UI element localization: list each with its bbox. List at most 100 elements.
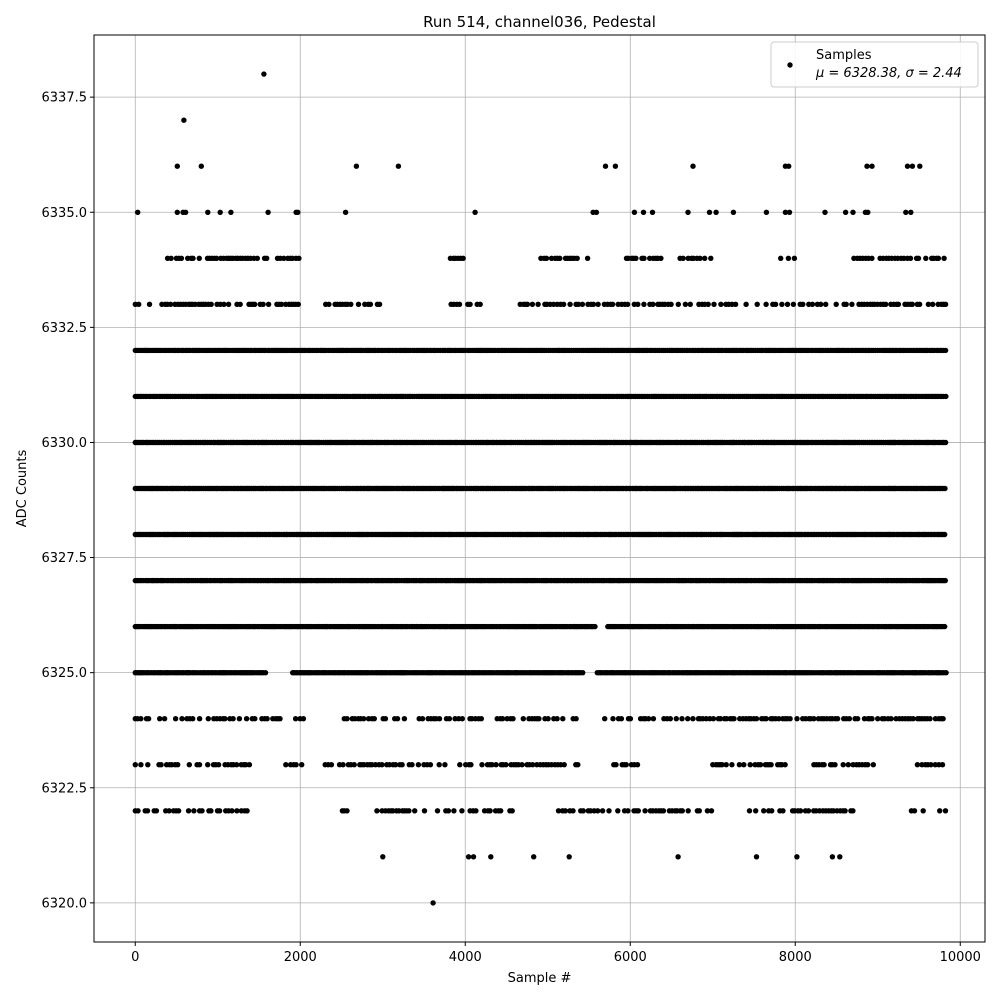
data-point [166,808,172,814]
data-point [470,854,477,860]
data-point [797,808,804,814]
data-point [196,255,202,261]
y-tick-label: 6327.5 [42,551,88,566]
data-point [168,255,174,261]
data-point [935,255,942,261]
data-point [845,762,851,768]
data-point [849,301,855,307]
data-point [229,808,235,814]
data-point [135,808,141,814]
x-tick-label: 2000 [284,950,317,965]
data-point [489,762,495,768]
data-point [351,762,357,768]
data-point [719,762,725,768]
data-point [344,808,350,814]
data-point [829,854,836,860]
data-point [487,808,493,814]
data-point [612,163,619,169]
data-point [252,716,258,722]
data-point [690,163,696,169]
data-point [524,301,531,307]
data-point [221,301,227,307]
data-point [785,255,792,261]
data-point [800,301,806,307]
x-axis-label: Sample # [508,971,572,986]
data-point [769,808,775,814]
data-point [499,716,506,722]
data-point [818,301,824,307]
data-point [283,762,289,768]
data-point [215,762,222,768]
data-point [456,301,463,307]
data-point [606,808,612,814]
data-point [374,808,380,814]
data-point [865,209,871,215]
data-point [399,762,405,768]
data-point [914,762,921,768]
x-tick-label: 6000 [614,950,647,965]
data-point [252,301,258,307]
data-point [778,255,784,261]
data-point [174,209,180,215]
data-point [260,301,266,307]
data-point [613,762,619,768]
data-point [633,255,639,261]
data-point [451,808,457,814]
data-point [675,854,681,860]
data-point [138,762,144,768]
data-point [145,762,151,768]
data-point [412,808,418,814]
data-point [401,716,408,722]
data-point [645,716,652,722]
data-point [213,255,220,261]
data-point [763,301,769,307]
data-point [702,255,708,261]
data-point [667,716,673,722]
data-point [228,209,234,215]
data-point [743,301,749,307]
data-point [757,762,764,768]
data-point [602,163,609,169]
data-point [923,255,929,261]
data-point [136,301,142,307]
data-point [584,255,591,261]
data-point [216,808,223,814]
data-point [711,301,717,307]
data-point [543,255,550,261]
data-point [850,808,856,814]
y-tick-label: 6320.0 [42,896,88,911]
data-point [460,255,466,261]
data-point [832,762,838,768]
data-point [680,255,686,261]
data-point [144,808,151,814]
data-point [459,716,465,722]
data-point [261,71,267,77]
data-point [394,716,401,722]
data-point [650,716,657,722]
data-point [888,716,894,722]
data-point [574,255,580,261]
data-point [660,808,667,814]
data-point [782,209,789,215]
data-point [348,301,354,307]
data-point [718,301,724,307]
data-point [915,255,922,261]
data-point [618,716,625,722]
data-point [545,716,551,722]
data-point [627,716,634,722]
data-point [821,762,827,768]
legend-label-stats: μ = 6328.38, σ = 2.44 [815,66,962,81]
data-point [685,808,691,814]
data-point [731,716,737,722]
data-point [679,808,685,814]
data-point [907,255,914,261]
data-point [446,716,453,722]
data-point [746,808,753,814]
data-point [295,209,301,215]
x-tick-label: 4000 [449,950,482,965]
data-point [382,716,389,722]
data-point [754,301,760,307]
data-point [685,209,691,215]
data-point [920,808,926,814]
